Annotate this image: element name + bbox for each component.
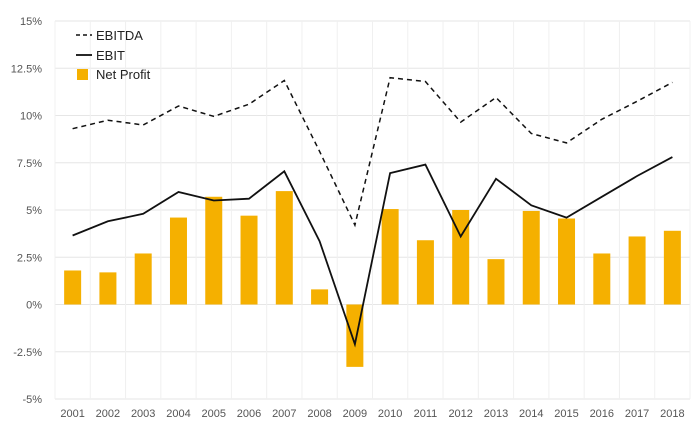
line-ebitda (72, 76, 673, 228)
bar-net-profit (593, 253, 611, 305)
x-tick-label: 2016 (590, 408, 614, 420)
y-tick-label: 10% (20, 111, 42, 123)
legend-net-profit-swatch (77, 69, 88, 80)
y-axis-ticks: 15% 12.5% 10% 7.5% 5% 2.5% 0% -2.5% -5% (11, 16, 42, 406)
bar-net-profit (240, 215, 258, 305)
bar-net-profit (381, 209, 399, 305)
y-tick-label: 5% (26, 205, 42, 217)
bar-net-profit (311, 289, 329, 305)
y-tick-label: -2.5% (13, 347, 42, 359)
grid (54, 20, 691, 400)
net-profit-bars (64, 191, 681, 367)
bar-net-profit (134, 253, 152, 305)
bar-net-profit (487, 259, 505, 305)
bar-net-profit (275, 191, 293, 305)
x-tick-label: 2018 (660, 408, 684, 420)
x-tick-label: 2005 (202, 408, 226, 420)
x-tick-label: 2014 (519, 408, 543, 420)
bar-net-profit (99, 272, 117, 305)
x-tick-label: 2017 (625, 408, 649, 420)
x-tick-label: 2006 (237, 408, 261, 420)
x-tick-label: 2002 (96, 408, 120, 420)
legend: EBITDA EBIT Net Profit (76, 28, 151, 82)
x-tick-label: 2012 (448, 408, 472, 420)
bar-net-profit (64, 270, 82, 305)
line-series (72, 76, 673, 348)
bar-net-profit (522, 210, 540, 305)
x-tick-label: 2001 (60, 408, 84, 420)
x-tick-label: 2010 (378, 408, 402, 420)
x-tick-label: 2007 (272, 408, 296, 420)
bar-net-profit (558, 218, 576, 305)
legend-ebitda-label: EBITDA (96, 28, 143, 43)
bar-net-profit (663, 230, 681, 305)
x-tick-label: 2013 (484, 408, 508, 420)
y-tick-label: -5% (22, 394, 42, 406)
x-tick-label: 2011 (414, 408, 438, 420)
y-tick-label: 0% (26, 300, 42, 312)
bar-net-profit (169, 217, 187, 305)
x-axis-ticks: 2001 2002 2003 2004 2005 2006 2007 2008 2009 2010… (60, 408, 684, 420)
bar-net-profit (628, 236, 646, 305)
x-tick-label: 2003 (131, 408, 155, 420)
legend-net-profit-label: Net Profit (96, 67, 151, 82)
line-ebit (72, 156, 673, 348)
bar-net-profit (205, 196, 223, 305)
bar-net-profit (416, 240, 434, 305)
x-tick-label: 2009 (343, 408, 367, 420)
x-tick-label: 2004 (166, 408, 190, 420)
y-tick-label: 15% (20, 16, 42, 28)
y-tick-label: 12.5% (11, 63, 42, 75)
y-tick-label: 7.5% (17, 158, 42, 170)
x-tick-label: 2008 (307, 408, 331, 420)
legend-ebit-label: EBIT (96, 48, 125, 63)
y-tick-label: 2.5% (17, 252, 42, 264)
x-tick-label: 2015 (554, 408, 578, 420)
bar-net-profit (452, 210, 470, 305)
